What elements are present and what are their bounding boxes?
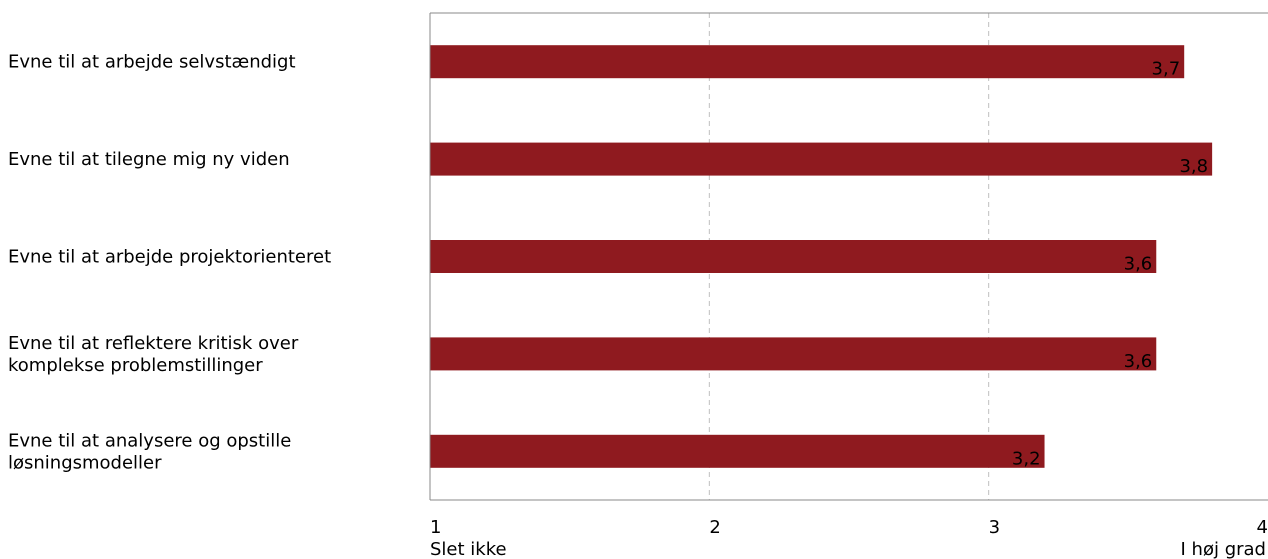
bar bbox=[430, 45, 1185, 79]
x-tick-label: 1 bbox=[430, 517, 441, 538]
bar bbox=[430, 240, 1157, 273]
category-label: Evne til at arbejde projektorienteret bbox=[8, 247, 331, 268]
x-tick-label: 2 bbox=[709, 517, 720, 538]
axis-layer: 1 2 3 4 Slet ikke I høj grad bbox=[429, 12, 1268, 559]
category-label: Evne til at analysere og opstille bbox=[8, 430, 291, 451]
category-label: komplekse problemstillinger bbox=[8, 355, 263, 376]
category-label: Evne til at arbejde selvstændigt bbox=[8, 52, 296, 73]
bar bbox=[430, 337, 1157, 371]
value-label: 3,6 bbox=[1124, 351, 1153, 372]
value-label: 3,7 bbox=[1152, 59, 1181, 80]
label-layer: 3,7 Evne til at arbejde selvstændigt 3,8 Ev… bbox=[8, 52, 1208, 474]
bar bbox=[430, 142, 1213, 176]
value-label: 3,2 bbox=[1012, 448, 1041, 469]
category-label: løsningsmodeller bbox=[8, 452, 162, 473]
x-tick-label: 4 bbox=[1257, 517, 1268, 538]
category-label: Evne til at reflektere kritisk over bbox=[8, 333, 299, 354]
scale-max-label: I høj grad bbox=[1181, 539, 1266, 559]
scale-min-label: Slet ikke bbox=[430, 539, 507, 559]
bar bbox=[430, 434, 1045, 468]
value-label: 3,8 bbox=[1179, 156, 1208, 177]
value-label: 3,6 bbox=[1124, 254, 1153, 275]
category-label: Evne til at tilegne mig ny viden bbox=[8, 149, 290, 170]
x-tick-label: 3 bbox=[989, 517, 1000, 538]
bar-layer bbox=[430, 45, 1213, 468]
